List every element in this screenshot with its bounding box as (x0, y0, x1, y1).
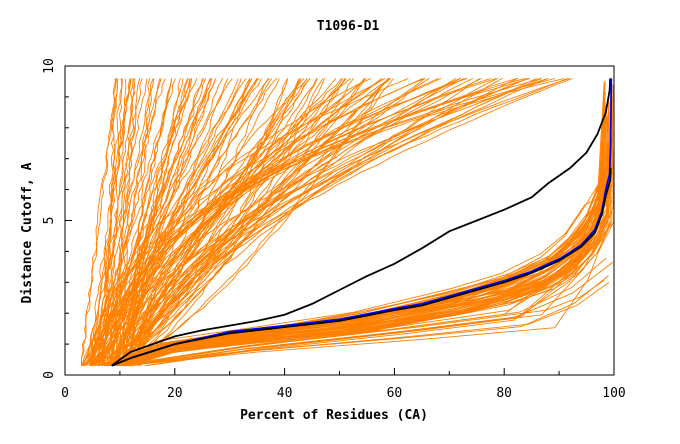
x-tick-label: 40 (277, 386, 293, 401)
y-tick-label: 10 (42, 58, 57, 74)
model-curve-119 (109, 77, 549, 366)
model-curve-184 (117, 93, 615, 367)
x-tick-label: 100 (602, 386, 625, 401)
model-curve-93 (95, 78, 233, 366)
model-curve-121 (138, 77, 491, 366)
model-curve-99 (92, 77, 556, 366)
model-curve-134 (111, 77, 531, 366)
model-curve-206 (129, 213, 608, 367)
model-curve-128 (127, 78, 481, 366)
model-curve-125 (92, 77, 528, 366)
model-curve-124 (129, 77, 425, 366)
chart-title: T1096-D1 (317, 19, 380, 34)
x-tick-label: 80 (496, 386, 512, 401)
model-curve-118 (93, 77, 542, 366)
model-curve-97 (125, 78, 386, 366)
highlighted-curves (111, 78, 613, 367)
model-curve-50 (89, 78, 155, 366)
model-curve-83 (89, 78, 132, 366)
model-curve-201 (128, 223, 613, 367)
model-curve-127 (134, 78, 461, 366)
model-curve-40 (127, 78, 318, 366)
x-tick-label: 20 (167, 386, 183, 401)
highlight-curve-2 (111, 167, 612, 367)
model-curve-82 (122, 78, 173, 366)
model-curve-199 (125, 257, 607, 367)
model-curves (81, 77, 615, 367)
model-curve-195 (116, 275, 609, 367)
model-curve-68 (112, 78, 289, 367)
model-curve-109 (99, 77, 409, 366)
axes: 0 20 40 60 80 100 0 5 10 (42, 58, 626, 401)
model-curve-108 (133, 77, 537, 366)
x-axis-label: Percent of Residues (CA) (240, 408, 428, 423)
model-curve-52 (101, 78, 161, 366)
model-curve-204 (146, 234, 607, 367)
model-curve-117 (108, 78, 383, 366)
model-curve-129 (130, 77, 468, 366)
model-curve-51 (97, 78, 367, 366)
model-curve-126 (95, 77, 519, 366)
model-curve-190 (107, 197, 606, 367)
y-tick-label: 0 (42, 371, 57, 379)
highlight-curve-0 (111, 78, 612, 367)
model-curve-191 (126, 117, 607, 367)
model-curve-192 (123, 84, 606, 367)
model-curve-81 (113, 78, 127, 366)
model-curve-48 (104, 78, 136, 366)
model-curve-200 (123, 221, 611, 367)
model-curve-104 (106, 77, 439, 366)
y-tick-label: 5 (42, 217, 57, 225)
model-curve-46 (108, 78, 141, 366)
model-curve-115 (128, 77, 372, 366)
model-curve-101 (112, 77, 542, 366)
model-curve-73 (81, 78, 117, 366)
model-curve-64 (88, 78, 182, 367)
x-tick-label: 60 (387, 386, 403, 401)
model-curve-107 (98, 77, 424, 366)
model-curve-32 (89, 78, 166, 366)
x-tick-label: 0 (61, 386, 69, 401)
y-axis-label: Distance Cutoff, A (20, 162, 35, 303)
model-curve-130 (118, 77, 565, 366)
model-curve-19 (91, 78, 391, 367)
model-curve-21 (108, 78, 203, 366)
model-curve-54 (126, 78, 258, 366)
model-curve-85 (98, 78, 288, 367)
highlight-curve-1 (111, 78, 613, 367)
model-curve-56 (116, 78, 365, 367)
model-curve-131 (137, 77, 461, 366)
model-curve-133 (119, 78, 503, 366)
